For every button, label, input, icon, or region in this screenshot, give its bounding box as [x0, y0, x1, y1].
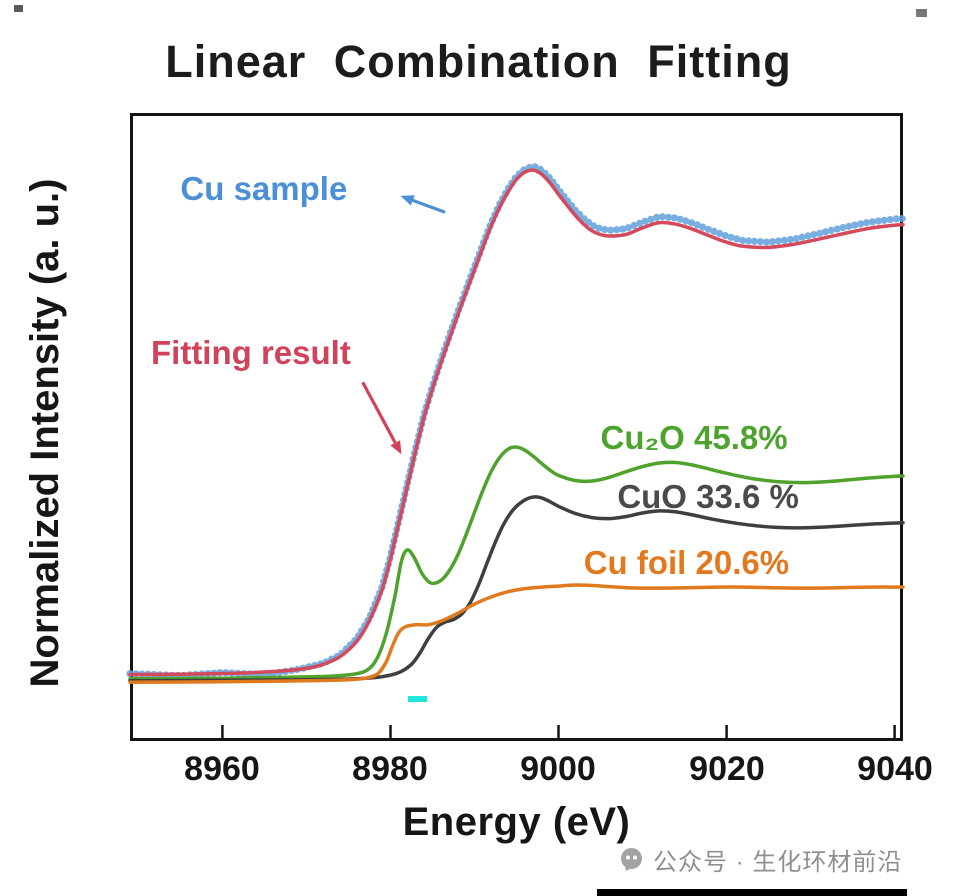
watermark-text: 公众号 · 生化环材前沿 — [653, 849, 903, 876]
chart-title: Linear Combination Fitting — [165, 36, 792, 87]
y-axis-label: Normalized Intensity (a. u.) — [23, 178, 67, 688]
series-cu-sample — [126, 163, 906, 680]
x-tick-label: 8980 — [352, 750, 428, 788]
annotation-cu-foil: Cu foil 20.6% — [583, 544, 790, 582]
annotation-arrow — [412, 198, 446, 214]
x-tick-label: 8960 — [184, 750, 260, 788]
plot-area — [126, 113, 906, 741]
plot-frame — [130, 113, 903, 741]
annotation-cuo: CuO 33.6 % — [617, 477, 799, 515]
corner-artifact-mark — [916, 9, 927, 17]
series-cuo — [128, 495, 905, 683]
x-tick-label: 9020 — [689, 750, 765, 788]
watermark: 公众号 · 生化环材前沿 — [618, 842, 902, 877]
x-axis-label: Energy (eV) — [402, 800, 631, 844]
annotation-cu-sample: Cu sample — [180, 169, 348, 207]
annotation-arrow — [361, 381, 397, 444]
x-tick-label: 9040 — [857, 750, 933, 788]
corner-artifact-mark — [14, 5, 23, 12]
annotation-fitting-result: Fitting result — [151, 334, 351, 372]
annotation-arrowhead — [390, 440, 402, 455]
x-tick-label: 9000 — [520, 750, 596, 788]
annotation-cu2o: Cu₂O 45.8% — [600, 419, 788, 457]
series-cu2o — [128, 445, 905, 681]
cyan-artifact-mark — [408, 696, 427, 702]
series-fitting-result — [128, 168, 905, 677]
series-cu-foil — [128, 583, 905, 685]
watermark-logo-icon — [621, 848, 642, 871]
bottom-edge-bar — [597, 889, 907, 896]
annotation-arrowhead — [400, 195, 415, 206]
